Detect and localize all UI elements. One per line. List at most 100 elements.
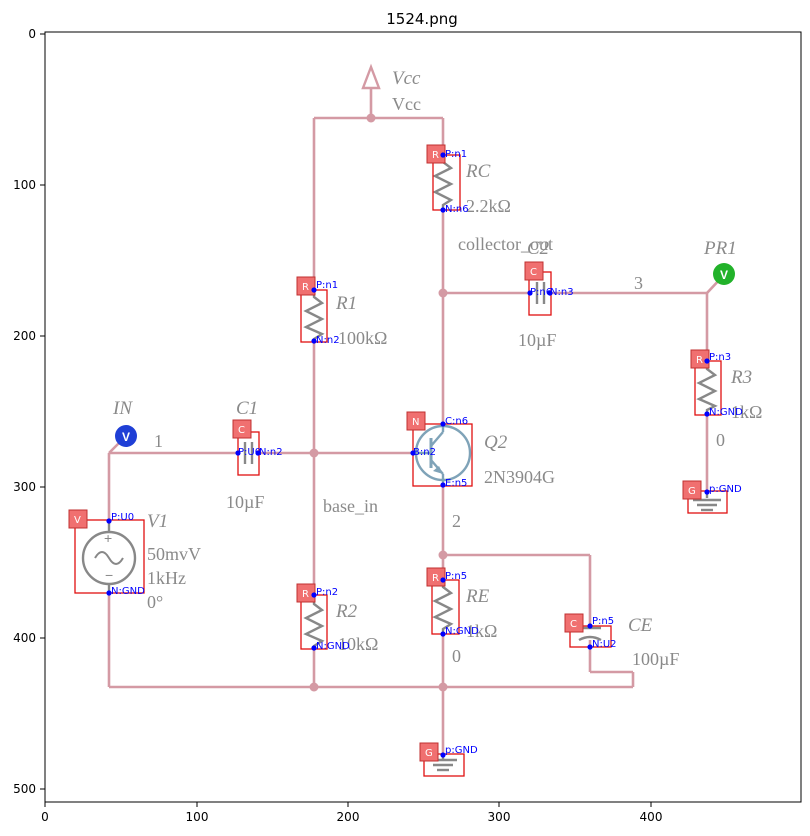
svg-text:R: R	[302, 589, 309, 600]
pin-dots	[106, 152, 710, 758]
label-rc-name: RC	[465, 161, 491, 182]
label-collector-out: collector_out	[458, 234, 553, 254]
tag-r2: R	[296, 583, 316, 603]
tag-g-r3: G	[682, 480, 702, 500]
pin-label: N:n2	[259, 447, 283, 458]
tag-r3: R	[690, 349, 710, 369]
svg-text:C: C	[570, 619, 577, 630]
pin-label: P:U0	[111, 512, 134, 523]
junction-dot	[309, 682, 319, 692]
pin-labels: P:n1 N:n6 P:n1 N:n2 P:n6 N:n3 P:n3 N:GND…	[111, 149, 743, 756]
tag-c1: C	[232, 419, 252, 439]
pin-label: N:n3	[550, 287, 574, 298]
label-c1-value: 10µF	[226, 492, 264, 512]
label-v1-amp: 50mvV	[147, 544, 201, 564]
y-tick-label: 300	[13, 480, 36, 494]
pin-label: N:n2	[316, 335, 340, 346]
figure-title: 1524.png	[386, 10, 458, 28]
y-tick-label: 0	[28, 27, 36, 41]
junction-dot	[438, 682, 448, 692]
pin-label: P:n1	[445, 149, 467, 160]
bbox-rc	[432, 154, 461, 211]
label-net3: 3	[634, 273, 643, 293]
svg-text:G: G	[425, 748, 433, 759]
pin-label: P:n5	[445, 571, 467, 582]
junction-dot	[438, 550, 448, 560]
label-v1-freq: 1kHz	[147, 568, 186, 588]
label-c1-name: C1	[236, 398, 258, 419]
pin-label: E:n5	[445, 478, 467, 489]
pin-label: P:n6	[530, 287, 552, 298]
svg-text:G: G	[688, 486, 696, 497]
label-rc-value: 2.2kΩ	[466, 196, 511, 216]
pin-label: P:n3	[709, 352, 731, 363]
label-vcc-italic: Vcc	[392, 68, 421, 89]
label-r3-value: 1kΩ	[731, 402, 762, 422]
label-pr1: PR1	[703, 238, 737, 259]
junction-dot	[309, 448, 319, 458]
label-c2-name: C2	[527, 238, 550, 259]
label-re-name: RE	[465, 586, 490, 607]
capacitor-c1-symbol	[243, 442, 254, 464]
x-tick-label: 200	[337, 810, 360, 824]
wires	[107, 88, 723, 753]
label-r3-name: R3	[730, 367, 752, 388]
pin-label: N:GND	[445, 626, 479, 637]
tag-g-bottom: G	[419, 742, 439, 762]
pin-label: P:n1	[316, 280, 338, 291]
label-net2: 2	[452, 511, 461, 531]
x-tick-label: 0	[41, 810, 49, 824]
x-axis: 0 100 200 300 400	[41, 802, 662, 824]
pin-label: N:GND	[316, 641, 350, 652]
capacitor-c2-symbol	[535, 282, 546, 304]
svg-text:V: V	[74, 515, 81, 526]
probe-in-glyph: V	[122, 430, 130, 444]
label-q2-value: 2N3904G	[484, 467, 555, 487]
pin-label: P:n5	[592, 616, 614, 627]
y-tick-label: 500	[13, 782, 36, 796]
label-ce-name: CE	[628, 615, 653, 636]
x-tick-label: 400	[640, 810, 663, 824]
pin-label: B:n2	[413, 447, 436, 458]
probe-in-icon: V	[115, 425, 137, 447]
svg-text:R: R	[302, 282, 309, 293]
pin-label: p:GND	[445, 745, 478, 756]
pin-label: N:n6	[445, 204, 469, 215]
svg-text:R: R	[432, 573, 439, 584]
vcc-symbol	[361, 63, 381, 90]
label-r2-name: R2	[335, 601, 358, 622]
label-v1-phase: 0°	[147, 592, 163, 612]
label-c2-value: 10µF	[518, 330, 556, 350]
tag-r1: R	[296, 276, 316, 296]
label-r1-value: 100kΩ	[338, 328, 387, 348]
pin-label: N:GND	[111, 586, 145, 597]
label-r1-name: R1	[335, 293, 357, 314]
label-vcc: Vcc	[392, 94, 421, 114]
label-net1: 1	[154, 431, 163, 451]
y-tick-label: 400	[13, 631, 36, 645]
svg-text:C: C	[238, 425, 245, 436]
tag-v1: V	[68, 509, 88, 529]
tag-ce: C	[564, 613, 584, 633]
label-ce-value: 100µF	[632, 649, 679, 669]
tag-c2: C	[524, 261, 544, 281]
x-tick-label: 100	[186, 810, 209, 824]
tag-re: R	[426, 567, 446, 587]
label-r3-net: 0	[716, 430, 725, 450]
resistor-r1-symbol	[303, 290, 325, 342]
label-re-net: 0	[452, 646, 461, 666]
resistor-re-symbol	[432, 580, 454, 632]
y-tick-label: 200	[13, 329, 36, 343]
pin-label: p:GND	[709, 484, 742, 495]
resistor-rc-symbol	[432, 155, 454, 210]
junction-dot	[438, 288, 448, 298]
junction-dot	[366, 113, 376, 123]
junctions	[309, 113, 448, 692]
pin-label: N:U2	[592, 639, 617, 650]
pin-label: N:GND	[709, 407, 743, 418]
pin-label: P:U0	[238, 447, 261, 458]
probe-pr1-glyph: V	[720, 268, 728, 282]
label-v1-name: V1	[147, 511, 168, 532]
svg-text:+: +	[104, 530, 112, 546]
